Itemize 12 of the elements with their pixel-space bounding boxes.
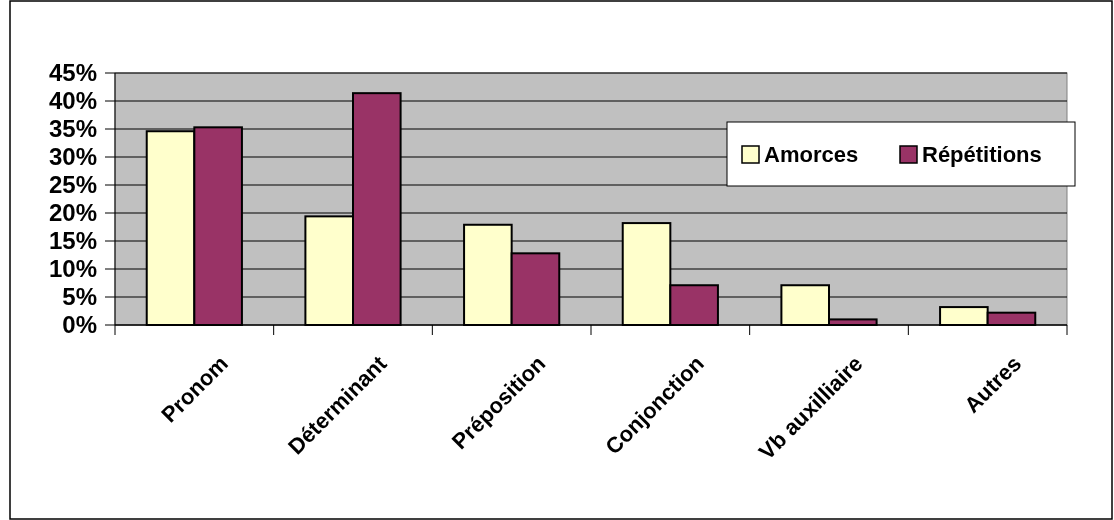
y-tick-label: 15%: [48, 227, 97, 255]
y-tick-label: 35%: [48, 115, 97, 143]
y-tick-label: 0%: [62, 311, 97, 339]
y-tick-label: 10%: [48, 255, 97, 283]
y-tick-label: 40%: [48, 87, 97, 115]
y-tick-label: 45%: [48, 59, 97, 87]
legend-label: Répétitions: [922, 142, 1042, 167]
y-tick-label: 20%: [48, 199, 97, 227]
y-tick-label: 5%: [62, 283, 97, 311]
y-tick-label: 25%: [48, 171, 97, 199]
y-tick-label: 30%: [48, 143, 97, 171]
legend-label: Amorces: [764, 142, 859, 167]
